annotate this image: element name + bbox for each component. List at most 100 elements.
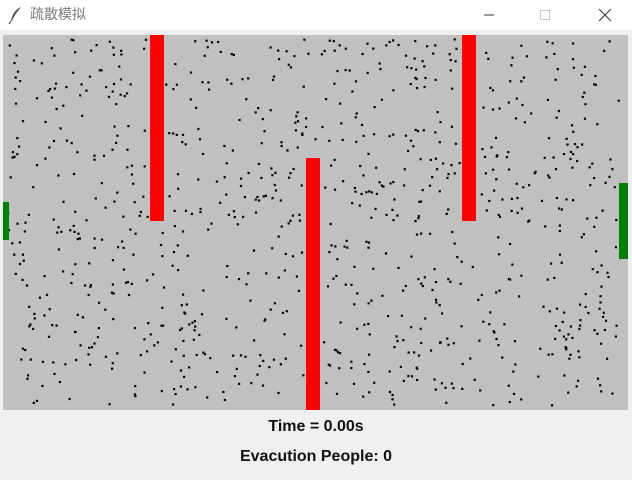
person-dot [571,336,574,339]
person-dot [493,189,496,192]
person-dot [70,281,73,285]
person-dot [133,201,136,204]
person-dot [98,69,101,72]
person-dot [544,225,547,228]
person-dot [366,42,369,45]
person-dot [280,144,283,148]
person-dot [38,296,41,299]
person-dot [554,78,557,81]
person-dot [370,216,373,219]
person-dot [285,50,288,53]
person-dot [491,108,495,111]
person-dot [193,320,196,323]
person-dot [129,228,132,231]
person-dot [112,318,115,321]
person-dot [460,260,463,263]
person-dot [558,224,561,227]
person-dot [393,403,396,406]
person-dot [375,166,378,169]
person-dot [194,40,197,43]
person-dot [183,375,186,378]
person-dot [53,87,56,90]
person-dot [133,393,136,396]
minimize-button[interactable] [466,0,512,30]
person-dot [573,143,577,146]
person-dot [325,98,328,101]
person-dot [560,208,563,211]
person-dot [288,176,291,179]
person-dot [172,88,175,91]
person-dot [614,335,617,338]
person-dot [75,358,78,362]
person-dot [339,321,342,324]
person-dot [279,199,282,202]
person-dot [332,277,335,280]
person-dot [439,341,442,344]
person-dot [301,133,304,136]
person-dot [240,177,243,180]
person-dot [454,142,457,145]
person-dot [342,180,345,183]
person-dot [113,125,116,128]
person-dot [367,370,370,373]
person-dot [387,315,390,318]
person-dot [404,54,408,57]
person-dot [505,156,508,159]
person-dot [593,177,596,180]
person-dot [461,387,464,390]
person-dot [419,158,422,161]
person-dot [419,200,423,203]
person-dot [175,83,178,86]
person-dot [146,350,149,353]
person-dot [403,184,406,187]
person-dot [542,305,545,308]
person-dot [280,225,283,228]
person-dot [181,133,185,136]
person-dot [52,361,55,364]
person-dot [523,121,526,124]
person-dot [112,46,115,49]
person-dot [300,344,303,347]
person-dot [488,199,491,203]
person-dot [421,285,424,288]
person-dot [558,253,562,256]
person-dot [451,87,454,90]
person-dot [593,329,596,332]
person-dot [596,271,599,274]
person-dot [216,371,219,374]
maximize-button[interactable] [522,0,568,30]
person-dot [441,312,444,315]
person-dot [230,82,233,85]
person-dot [420,341,423,345]
person-dot [43,275,46,278]
person-dot [511,263,514,266]
person-dot [545,56,548,59]
person-dot [580,73,583,76]
person-dot [179,369,183,372]
person-dot [132,182,135,185]
person-dot [591,162,594,165]
person-dot [546,278,549,281]
person-dot [51,324,54,327]
person-dot [434,78,437,81]
person-dot [126,281,129,284]
person-dot [76,238,79,241]
person-dot [189,71,193,74]
person-dot [420,282,423,285]
person-dot [447,173,450,176]
person-dot [115,141,118,144]
person-dot [603,49,606,52]
person-dot [13,155,16,158]
person-dot [123,95,126,98]
person-dot [226,265,229,268]
person-dot [270,167,273,170]
person-dot [572,130,575,133]
person-dot [512,370,515,373]
close-button[interactable] [582,0,628,30]
person-dot [44,157,47,160]
feather-icon [8,7,21,25]
person-dot [250,382,253,385]
person-dot [367,322,370,325]
person-dot [378,181,381,184]
person-dot [414,40,417,43]
